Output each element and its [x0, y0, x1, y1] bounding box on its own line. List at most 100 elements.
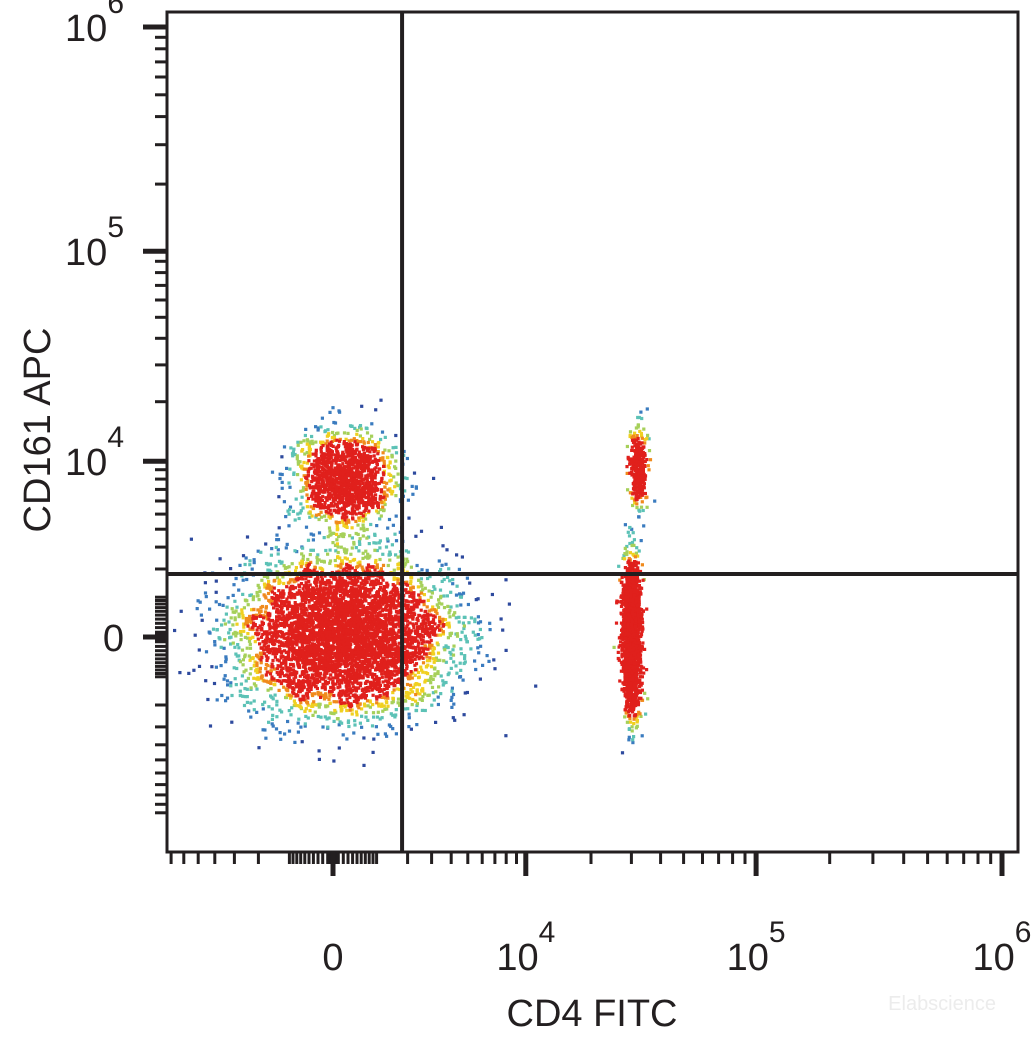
- event-dot: [343, 690, 348, 694]
- event-dot: [371, 628, 375, 632]
- event-dot: [318, 608, 323, 612]
- event-dot: [442, 606, 447, 610]
- event-dot: [320, 601, 324, 605]
- event-dot: [296, 578, 300, 582]
- event-dot: [219, 645, 223, 649]
- event-dot: [297, 717, 301, 721]
- event-dot: [297, 655, 301, 659]
- event-dot: [332, 434, 336, 438]
- event-dot: [294, 685, 298, 689]
- event-dot: [328, 584, 332, 588]
- event-dot: [285, 542, 289, 546]
- event-dot: [437, 628, 442, 632]
- event-dot: [461, 591, 466, 595]
- event-dot: [244, 619, 248, 623]
- event-dot: [239, 630, 243, 634]
- event-dot: [314, 440, 318, 444]
- event-dot: [635, 506, 639, 510]
- event-dot: [376, 445, 380, 449]
- event-dot: [485, 654, 489, 658]
- event-dot: [383, 435, 387, 439]
- event-dot: [448, 633, 452, 638]
- event-dot: [342, 643, 346, 647]
- event-dot: [244, 616, 249, 621]
- event-dot: [367, 588, 371, 592]
- event-dot: [504, 734, 508, 738]
- event-dot: [339, 698, 343, 702]
- event-dot: [459, 668, 463, 672]
- event-dot: [414, 636, 418, 640]
- event-dot: [345, 557, 349, 561]
- event-dot: [287, 685, 291, 689]
- event-dot: [423, 586, 427, 590]
- event-dot: [287, 709, 291, 713]
- event-dot: [346, 575, 350, 579]
- event-dot: [394, 732, 398, 736]
- event-dot: [331, 406, 335, 410]
- event-dot: [360, 725, 364, 729]
- event-dot: [324, 661, 328, 666]
- event-dot: [398, 703, 402, 707]
- event-dot: [435, 603, 439, 607]
- event-dot: [266, 568, 270, 572]
- event-dot: [612, 645, 616, 649]
- event-dot: [374, 601, 378, 605]
- event-dot: [387, 644, 391, 648]
- event-dot: [229, 684, 233, 688]
- event-dot: [632, 543, 636, 547]
- event-dot: [262, 582, 267, 586]
- event-dot: [391, 523, 395, 527]
- event-dot: [346, 645, 350, 649]
- event-dot: [281, 589, 285, 593]
- event-dot: [462, 661, 466, 666]
- event-dot: [322, 595, 326, 599]
- event-dot: [245, 622, 249, 626]
- event-dot: [337, 581, 341, 585]
- event-dot: [318, 584, 322, 588]
- event-dot: [293, 549, 297, 553]
- event-dot: [418, 635, 422, 639]
- event-dot: [350, 526, 354, 530]
- event-dot: [290, 562, 294, 566]
- event-dot: [416, 644, 420, 648]
- event-dot: [293, 603, 298, 607]
- event-dot: [306, 687, 310, 692]
- event-dot: [353, 634, 357, 638]
- event-dot: [233, 618, 237, 622]
- event-dot: [348, 708, 352, 712]
- event-dot: [337, 605, 341, 609]
- event-dot: [442, 681, 446, 685]
- event-dot: [292, 691, 296, 695]
- event-dot: [421, 695, 425, 699]
- event-dot: [331, 682, 335, 686]
- event-dot: [259, 635, 264, 639]
- event-dot: [278, 708, 282, 712]
- event-dot: [437, 685, 441, 689]
- event-dot: [370, 607, 374, 611]
- event-dot: [289, 636, 293, 640]
- event-dot: [379, 437, 383, 442]
- event-dot: [322, 613, 327, 617]
- event-dot: [365, 527, 369, 532]
- event-dot: [307, 454, 311, 458]
- event-dot: [379, 605, 383, 609]
- event-dot: [351, 693, 355, 698]
- event-dot: [378, 546, 382, 550]
- event-dot: [301, 546, 305, 550]
- event-dot: [352, 636, 357, 640]
- event-dot: [338, 556, 342, 560]
- event-dot: [380, 640, 384, 644]
- event-dot: [246, 632, 250, 636]
- event-dot: [355, 669, 359, 673]
- event-dot: [296, 650, 300, 654]
- event-dot: [270, 707, 274, 711]
- event-dot: [288, 467, 292, 471]
- event-dot: [225, 679, 230, 683]
- event-dot: [305, 628, 309, 633]
- event-dot: [307, 448, 312, 453]
- event-dot: [370, 688, 374, 692]
- event-dot: [403, 563, 407, 567]
- event-dot: [412, 639, 417, 643]
- event-dot: [387, 654, 391, 658]
